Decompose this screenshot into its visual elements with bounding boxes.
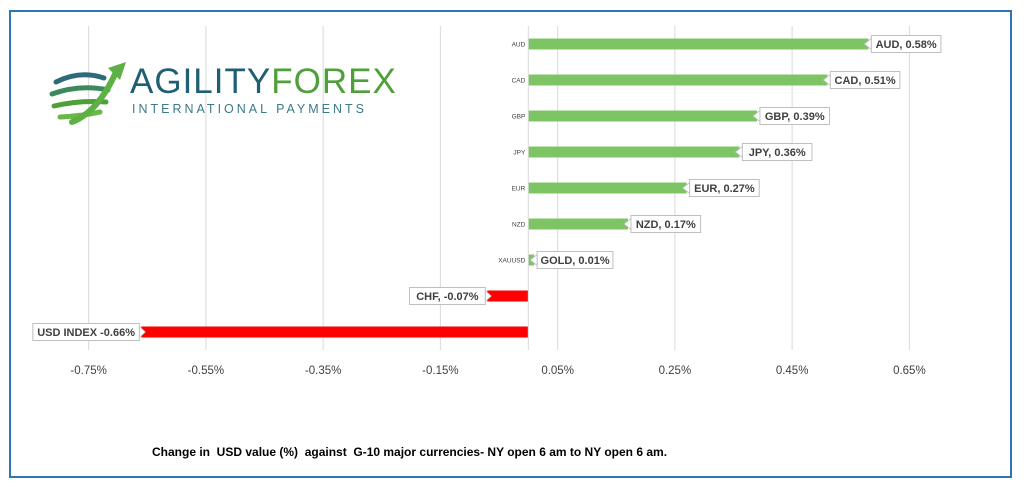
x-tick-label: -0.15% [422,365,458,377]
x-tick-label: -0.35% [305,365,341,377]
logo-word-forex: FOREX [271,62,397,101]
x-tick-label: 0.05% [541,365,574,377]
x-tick-label: 0.45% [776,365,809,377]
category-label: JPY [513,150,526,157]
data-label-box [32,323,140,341]
category-label: NZD [512,222,526,229]
data-label: USD INDEX -0.66% [37,327,135,339]
logo-subtitle: INTERNATIONAL PAYMENTS [132,102,368,116]
category-label: AUD [512,42,526,49]
data-label-box [741,143,813,161]
logo-word-agility: AGILITY [130,62,272,101]
data-label: GOLD, 0.01% [541,255,610,267]
x-tick-label: 0.25% [659,365,692,377]
data-label: EUR, 0.27% [694,183,755,195]
bar [528,74,828,86]
globe-arrow-icon [49,62,126,125]
category-label: CAD [512,78,526,85]
bar [528,146,740,158]
data-label-box [759,107,831,125]
data-label: NZD, 0.17% [636,219,696,231]
bar [528,218,628,230]
data-label-box [689,179,760,197]
category-label: EUR [512,186,526,193]
x-tick-label: 0.65% [893,365,926,377]
data-label: JPY, 0.36% [749,147,806,159]
bar [528,38,869,50]
data-label-box [630,215,702,233]
bar [528,182,687,194]
chart-caption: Change in USD value (%) against G-10 maj… [152,445,668,459]
bar [487,290,529,302]
logo-wordmark: AGILITYFOREX [130,62,397,102]
data-label: CAD, 0.51% [835,75,896,87]
data-label-box [409,287,486,305]
data-label-box [829,71,901,89]
x-tick-label: -0.75% [70,365,106,377]
data-label: AUD, 0.58% [876,39,937,51]
data-label-box [870,35,942,53]
x-tick-label: -0.55% [188,365,224,377]
data-label: CHF, -0.07% [416,291,479,303]
bar [528,110,757,122]
category-label: GBP [512,114,526,121]
bar [141,326,529,338]
data-label: GBP, 0.39% [765,111,825,123]
agility-forex-logo: AGILITYFOREX INTERNATIONAL PAYMENTS [42,52,396,132]
category-label: XAUUSD [498,258,525,265]
data-label-box [536,251,614,269]
